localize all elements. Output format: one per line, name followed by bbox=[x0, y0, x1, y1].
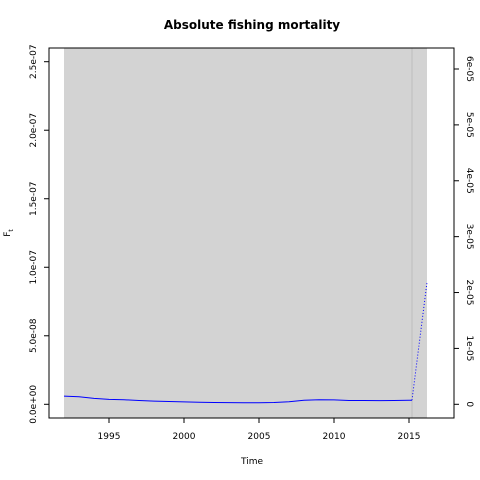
y-tick-label: 1.0e-07 bbox=[29, 250, 39, 285]
y-axis-label: Ft bbox=[3, 229, 15, 237]
chart-title: Absolute fishing mortality bbox=[164, 18, 340, 32]
y2-tick-label: 4e-05 bbox=[464, 168, 474, 194]
shaded-band bbox=[64, 48, 427, 418]
y2-tick-label: 6e-05 bbox=[464, 56, 474, 82]
svg-text:Ft: Ft bbox=[3, 229, 15, 237]
y-tick-label: 2.5e-07 bbox=[29, 44, 39, 79]
y2-tick-label: 2e-05 bbox=[464, 280, 474, 306]
y-axis-label-main: F bbox=[3, 232, 13, 237]
y-axis-right: 0 1e-05 2e-05 3e-05 4e-05 5e-05 6e-05 bbox=[454, 56, 474, 407]
series-line-estimate bbox=[63, 395, 412, 404]
x-tick-label: 1995 bbox=[98, 432, 121, 442]
y-axis-left: 0.0e+00 5.0e-08 1.0e-07 1.5e-07 2.0e-07 2.5e-… bbox=[29, 44, 49, 424]
x-tick-label: 2010 bbox=[323, 432, 346, 442]
plot-area bbox=[63, 48, 428, 418]
x-tick-label: 2000 bbox=[173, 432, 196, 442]
y-tick-label: 5.0e-08 bbox=[29, 318, 39, 353]
series-line-forecast bbox=[411, 282, 428, 401]
x-tick-label: 2005 bbox=[248, 432, 271, 442]
x-axis: 1995 2000 2005 2010 2015 bbox=[98, 418, 421, 442]
y2-tick-label: 5e-05 bbox=[464, 112, 474, 138]
y2-tick-label: 1e-05 bbox=[464, 335, 474, 361]
y2-tick-label: 0 bbox=[464, 401, 474, 407]
y2-tick-label: 3e-05 bbox=[464, 224, 474, 250]
y-tick-label: 2.0e-07 bbox=[29, 113, 39, 148]
y-tick-label: 0.0e+00 bbox=[29, 385, 39, 424]
y-axis-label-sub: t bbox=[8, 229, 15, 232]
x-tick-label: 2015 bbox=[398, 432, 421, 442]
y-tick-label: 1.5e-07 bbox=[29, 181, 39, 216]
x-axis-label: Time bbox=[240, 457, 263, 467]
plot-frame bbox=[48, 47, 455, 419]
